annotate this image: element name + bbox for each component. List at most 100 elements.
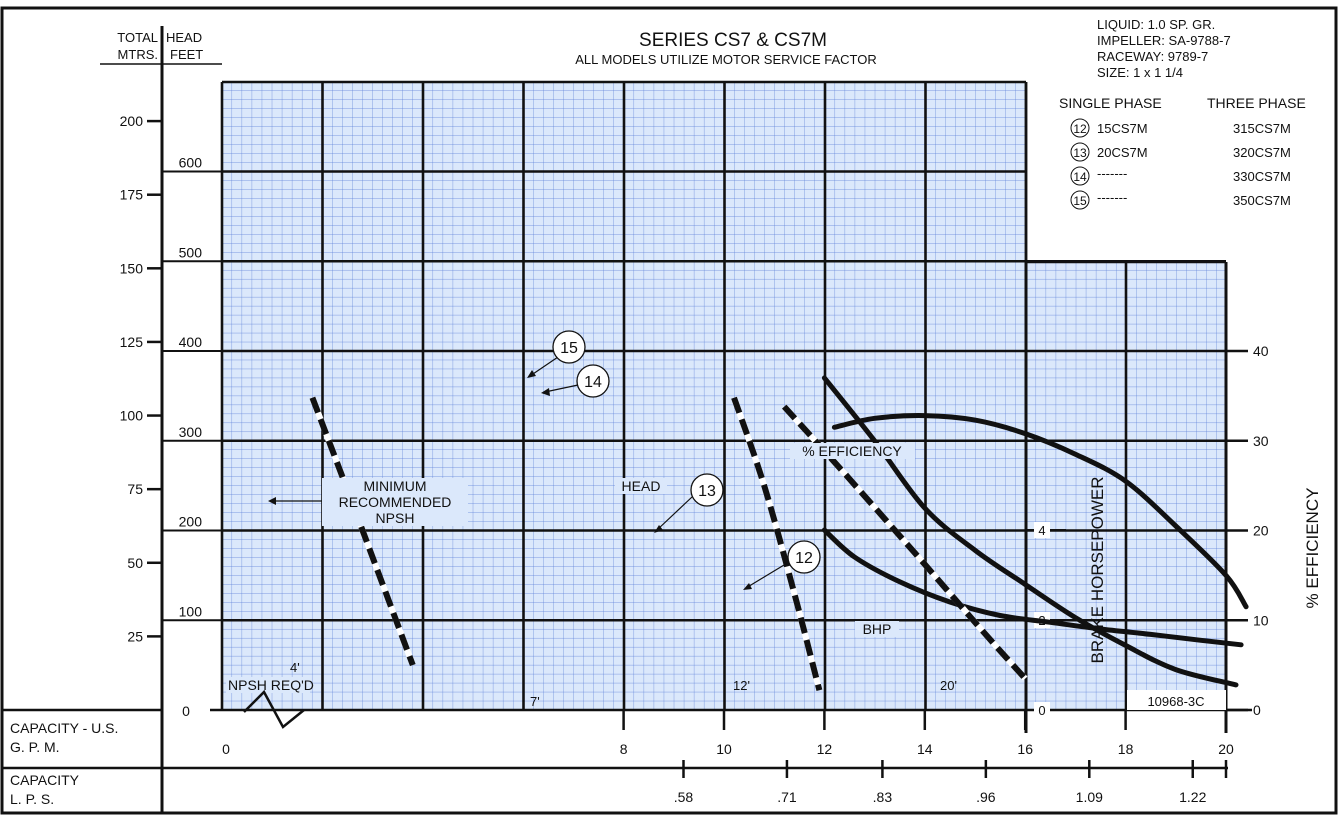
- lps-tick-label: .96: [976, 789, 996, 805]
- gpm-tick-label: 0: [222, 741, 230, 757]
- npsh-note-bg: [322, 478, 468, 526]
- performance-curves: [309, 375, 1249, 692]
- npsh-reqd-label: NPSH REQ'D: [228, 677, 314, 693]
- feet-tick-label: 300: [179, 424, 203, 440]
- efficiency-axis-title: % EFFICIENCY: [1303, 488, 1322, 609]
- callout-circle: [576, 364, 610, 398]
- model-number: 15: [1073, 194, 1087, 208]
- meters-tick-label: 200: [120, 113, 144, 129]
- callout-number: 12: [795, 550, 813, 567]
- model-number-circle: [1070, 142, 1090, 162]
- callout-circle: [690, 473, 724, 507]
- capacity-lps-label-line1: CAPACITY: [10, 772, 80, 788]
- feet-tick-label: 600: [179, 155, 203, 171]
- callout-leader: [745, 561, 790, 589]
- npsh-12-label: 12': [733, 678, 750, 693]
- chart-id: 10968-3C: [1147, 694, 1204, 709]
- outer-frame: [0, 6, 1338, 815]
- lps-tick-label: .58: [674, 789, 694, 805]
- callout-arrowhead: [541, 388, 550, 396]
- gpm-tick-label: 8: [620, 741, 628, 757]
- bhp-tick-label-bg: [1034, 702, 1050, 718]
- efficiency-tick-label: 40: [1253, 343, 1269, 359]
- npsh-note-line2: RECOMMENDED: [339, 494, 452, 510]
- model-three-phase: 330CS7M: [1233, 169, 1291, 184]
- bhp-tick-label: 0: [1038, 703, 1045, 718]
- gpm-tick-label: 12: [817, 741, 833, 757]
- curve-annotations: % EFFICIENCY HEAD BHP MINIMUM RECOMMENDE…: [226, 330, 957, 709]
- model-number: 14: [1073, 170, 1087, 184]
- gpm-tick-label: 10: [716, 741, 732, 757]
- callout-15: 15: [527, 330, 586, 378]
- efficiency-curve-label: % EFFICIENCY: [802, 443, 902, 459]
- callout-13: 13: [654, 473, 724, 533]
- callout-circle: [787, 540, 821, 574]
- three-phase-header: THREE PHASE: [1207, 95, 1306, 111]
- callout-leader: [544, 384, 579, 393]
- lps-tick-label: 1.09: [1076, 789, 1103, 805]
- -efficiency-curve: [831, 413, 1249, 610]
- efficiency-label-bg: [790, 443, 915, 459]
- axis-header-head: HEAD: [166, 30, 202, 45]
- meters-tick-label: 175: [120, 187, 144, 203]
- callout-arrowhead: [654, 525, 663, 533]
- callout-arrowhead: [743, 583, 752, 590]
- model-three-phase: 315CS7M: [1233, 121, 1291, 136]
- model-single-phase: -------: [1097, 190, 1127, 205]
- callout-arrowhead: [527, 370, 536, 378]
- callout-14: 14: [541, 364, 610, 398]
- axis-header-mtrs: MTRS.: [118, 47, 158, 62]
- head-label-bg: [615, 478, 667, 494]
- callout-leader: [529, 356, 559, 377]
- bhp-label-bg: [855, 621, 899, 637]
- model-number: 13: [1073, 146, 1087, 160]
- efficiency-tick-label: 10: [1253, 612, 1269, 628]
- meters-tick-label: 75: [127, 481, 143, 497]
- model-row: 13 20CS7M 320CS7M: [1070, 142, 1291, 162]
- model-row: 12 15CS7M 315CS7M: [1070, 118, 1291, 138]
- axis-ticks: 1002003004005006000255075100125150175200…: [120, 113, 1269, 805]
- spec-liquid: LIQUID: 1.0 SP. GR.: [1097, 17, 1215, 32]
- npsh-7-label: 7': [530, 694, 540, 709]
- chart-title: SERIES CS7 & CS7M: [639, 30, 827, 51]
- efficiency-tick-label: 30: [1253, 433, 1269, 449]
- gpm-tick-label: 20: [1218, 741, 1234, 757]
- bhp-curve: [821, 527, 1244, 648]
- npsh-note-line1: MINIMUM: [364, 478, 427, 494]
- capacity-lps-label-line2: L. P. S.: [10, 791, 54, 807]
- npsh-4-label: 4': [290, 660, 300, 675]
- axis-frame-lines: [2, 26, 1252, 813]
- callout-number: 15: [560, 340, 578, 357]
- npsh-7-curve: [731, 396, 823, 692]
- npsh-reqd-label-bg: [226, 677, 310, 693]
- model-number-circle: [1070, 118, 1090, 138]
- bhp-tick-label: 4: [1038, 523, 1045, 538]
- npsh-note-line3: NPSH: [376, 510, 415, 526]
- efficiency-tick-label: 20: [1253, 523, 1269, 539]
- axis-header-feet: FEET: [170, 47, 203, 62]
- feet-tick-label: 100: [179, 603, 203, 619]
- meters-tick-label: 100: [120, 408, 144, 424]
- bhp-tick-label-bg: [1034, 522, 1050, 538]
- model-three-phase: 320CS7M: [1233, 145, 1291, 160]
- lps-tick-label: .83: [873, 789, 893, 805]
- model-number: 12: [1073, 122, 1087, 136]
- meters-tick-label: 50: [127, 555, 143, 571]
- feet-tick-label: 500: [179, 244, 203, 260]
- meters-tick-label: 125: [120, 334, 144, 350]
- model-row: 14 ------- 330CS7M: [1070, 166, 1291, 186]
- bhp-curve-label: BHP: [863, 621, 892, 637]
- npsh-20-label: 20': [940, 678, 957, 693]
- model-single-phase: 15CS7M: [1097, 121, 1148, 136]
- axis-header-total: TOTAL: [117, 30, 158, 45]
- feet-tick-label: 0: [182, 703, 190, 719]
- npsh-reqd-zigzag: [243, 689, 305, 729]
- gpm-tick-label: 14: [917, 741, 933, 757]
- callout-circle: [552, 330, 586, 364]
- model-number-circle: [1070, 190, 1090, 210]
- npsh-note-arrowhead: [268, 497, 276, 505]
- model-row: 15 ------- 350CS7M: [1070, 190, 1291, 210]
- chart-id-box: [1127, 690, 1226, 710]
- meters-tick-label: 150: [120, 260, 144, 276]
